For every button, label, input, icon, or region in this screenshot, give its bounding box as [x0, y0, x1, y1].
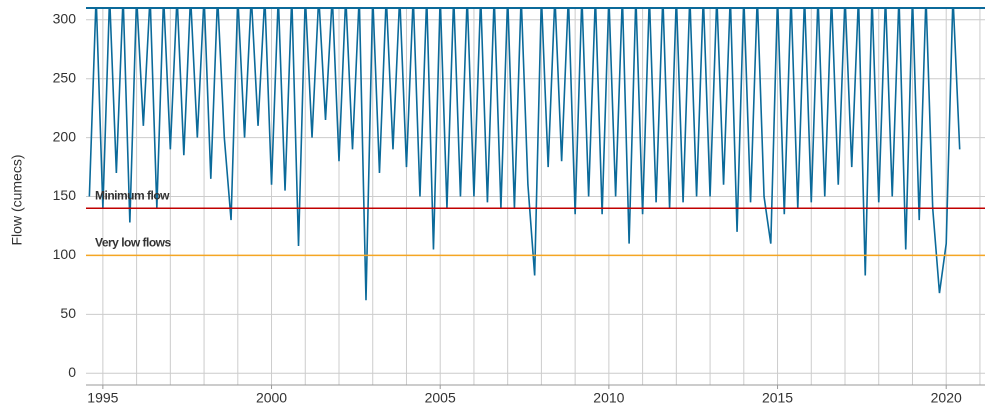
x-tick-label: 1995 — [87, 390, 118, 406]
x-tick-label: 2005 — [425, 390, 456, 406]
y-axis-label: Flow (cumecs) — [9, 154, 25, 245]
y-tick-label: 50 — [60, 305, 76, 321]
x-tick-label: 2020 — [931, 390, 962, 406]
y-tick-label: 200 — [53, 128, 77, 144]
y-tick-label: 100 — [53, 246, 77, 262]
x-tick-label: 2000 — [256, 390, 287, 406]
reference-label: Very low flows — [95, 236, 172, 250]
flow-line — [88, 8, 961, 301]
x-tick-label: 2015 — [762, 390, 793, 406]
y-tick-label: 250 — [53, 69, 77, 85]
y-tick-label: 300 — [53, 10, 77, 26]
y-tick-label: 0 — [68, 364, 76, 380]
y-tick-label: 150 — [53, 187, 77, 203]
x-tick-label: 2010 — [593, 390, 624, 406]
reference-label: Minimum flow — [95, 188, 170, 202]
